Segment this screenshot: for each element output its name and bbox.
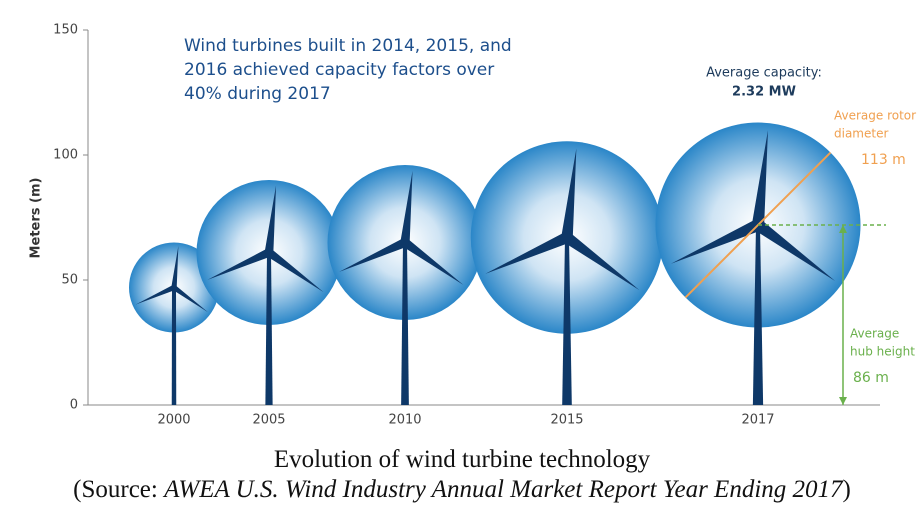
rotor-label: Average rotor	[834, 109, 916, 123]
source-prefix: (Source:	[73, 476, 158, 503]
note-line: Wind turbines built in 2014, 2015, and	[184, 36, 512, 56]
rotor-label: diameter	[834, 127, 888, 141]
y-tick-label: 0	[70, 398, 78, 413]
blade	[172, 285, 208, 313]
chart: 0 50 100 150 2000 2005 2010 2015 2017 Meters (m)…	[29, 23, 917, 428]
y-tick-label: 100	[53, 148, 78, 163]
arrowhead	[839, 225, 847, 233]
rotor-value: 113 m	[861, 152, 906, 168]
hub	[171, 285, 177, 290]
x-tick-label: 2000	[157, 413, 190, 428]
capacity-value: 2.32 MW	[732, 85, 796, 100]
hub	[562, 232, 572, 243]
blade	[563, 232, 640, 291]
blade	[400, 170, 413, 243]
hub	[401, 238, 409, 247]
tower	[401, 242, 409, 405]
plot: 0 50 100 150 2000 2005 2010 2015 2017	[53, 23, 886, 428]
capacity-label: Average capacity:	[706, 66, 822, 81]
blade	[402, 238, 464, 285]
source: (Source: AWEA U.S. Wind Industry Annual …	[0, 476, 924, 504]
hub	[265, 248, 273, 257]
y-tick-label: 50	[61, 273, 78, 288]
blade	[670, 219, 761, 264]
arrowhead	[839, 397, 847, 405]
tower	[265, 252, 273, 405]
hub-label: Average	[850, 327, 899, 341]
caption: Evolution of wind turbine technology	[273, 446, 651, 473]
blade	[751, 130, 768, 226]
source-suffix: )	[842, 476, 851, 503]
y-axis-label: Meters (m)	[29, 178, 44, 259]
blade	[754, 220, 836, 282]
blade	[485, 232, 570, 274]
tower	[171, 287, 177, 405]
hub-label: hub height	[850, 345, 915, 359]
x-tick-label: 2010	[388, 413, 421, 428]
source-title: AWEA U.S. Wind Industry Annual Market Re…	[164, 476, 843, 503]
blade	[561, 148, 577, 239]
blade	[135, 285, 176, 305]
blade	[339, 238, 407, 272]
hub-value: 86 m	[853, 370, 889, 386]
note-line: 40% during 2017	[184, 84, 331, 104]
note-line: 2016 achieved capacity factors over	[184, 60, 494, 80]
blade	[171, 245, 179, 288]
tower	[752, 225, 764, 405]
tower	[562, 237, 572, 405]
x-tick-label: 2015	[550, 413, 583, 428]
x-tick-label: 2005	[252, 413, 285, 428]
x-tick-label: 2017	[741, 413, 774, 428]
y-tick-label: 150	[53, 23, 78, 38]
blade	[264, 185, 277, 253]
blade	[266, 248, 324, 293]
blade	[207, 248, 271, 280]
